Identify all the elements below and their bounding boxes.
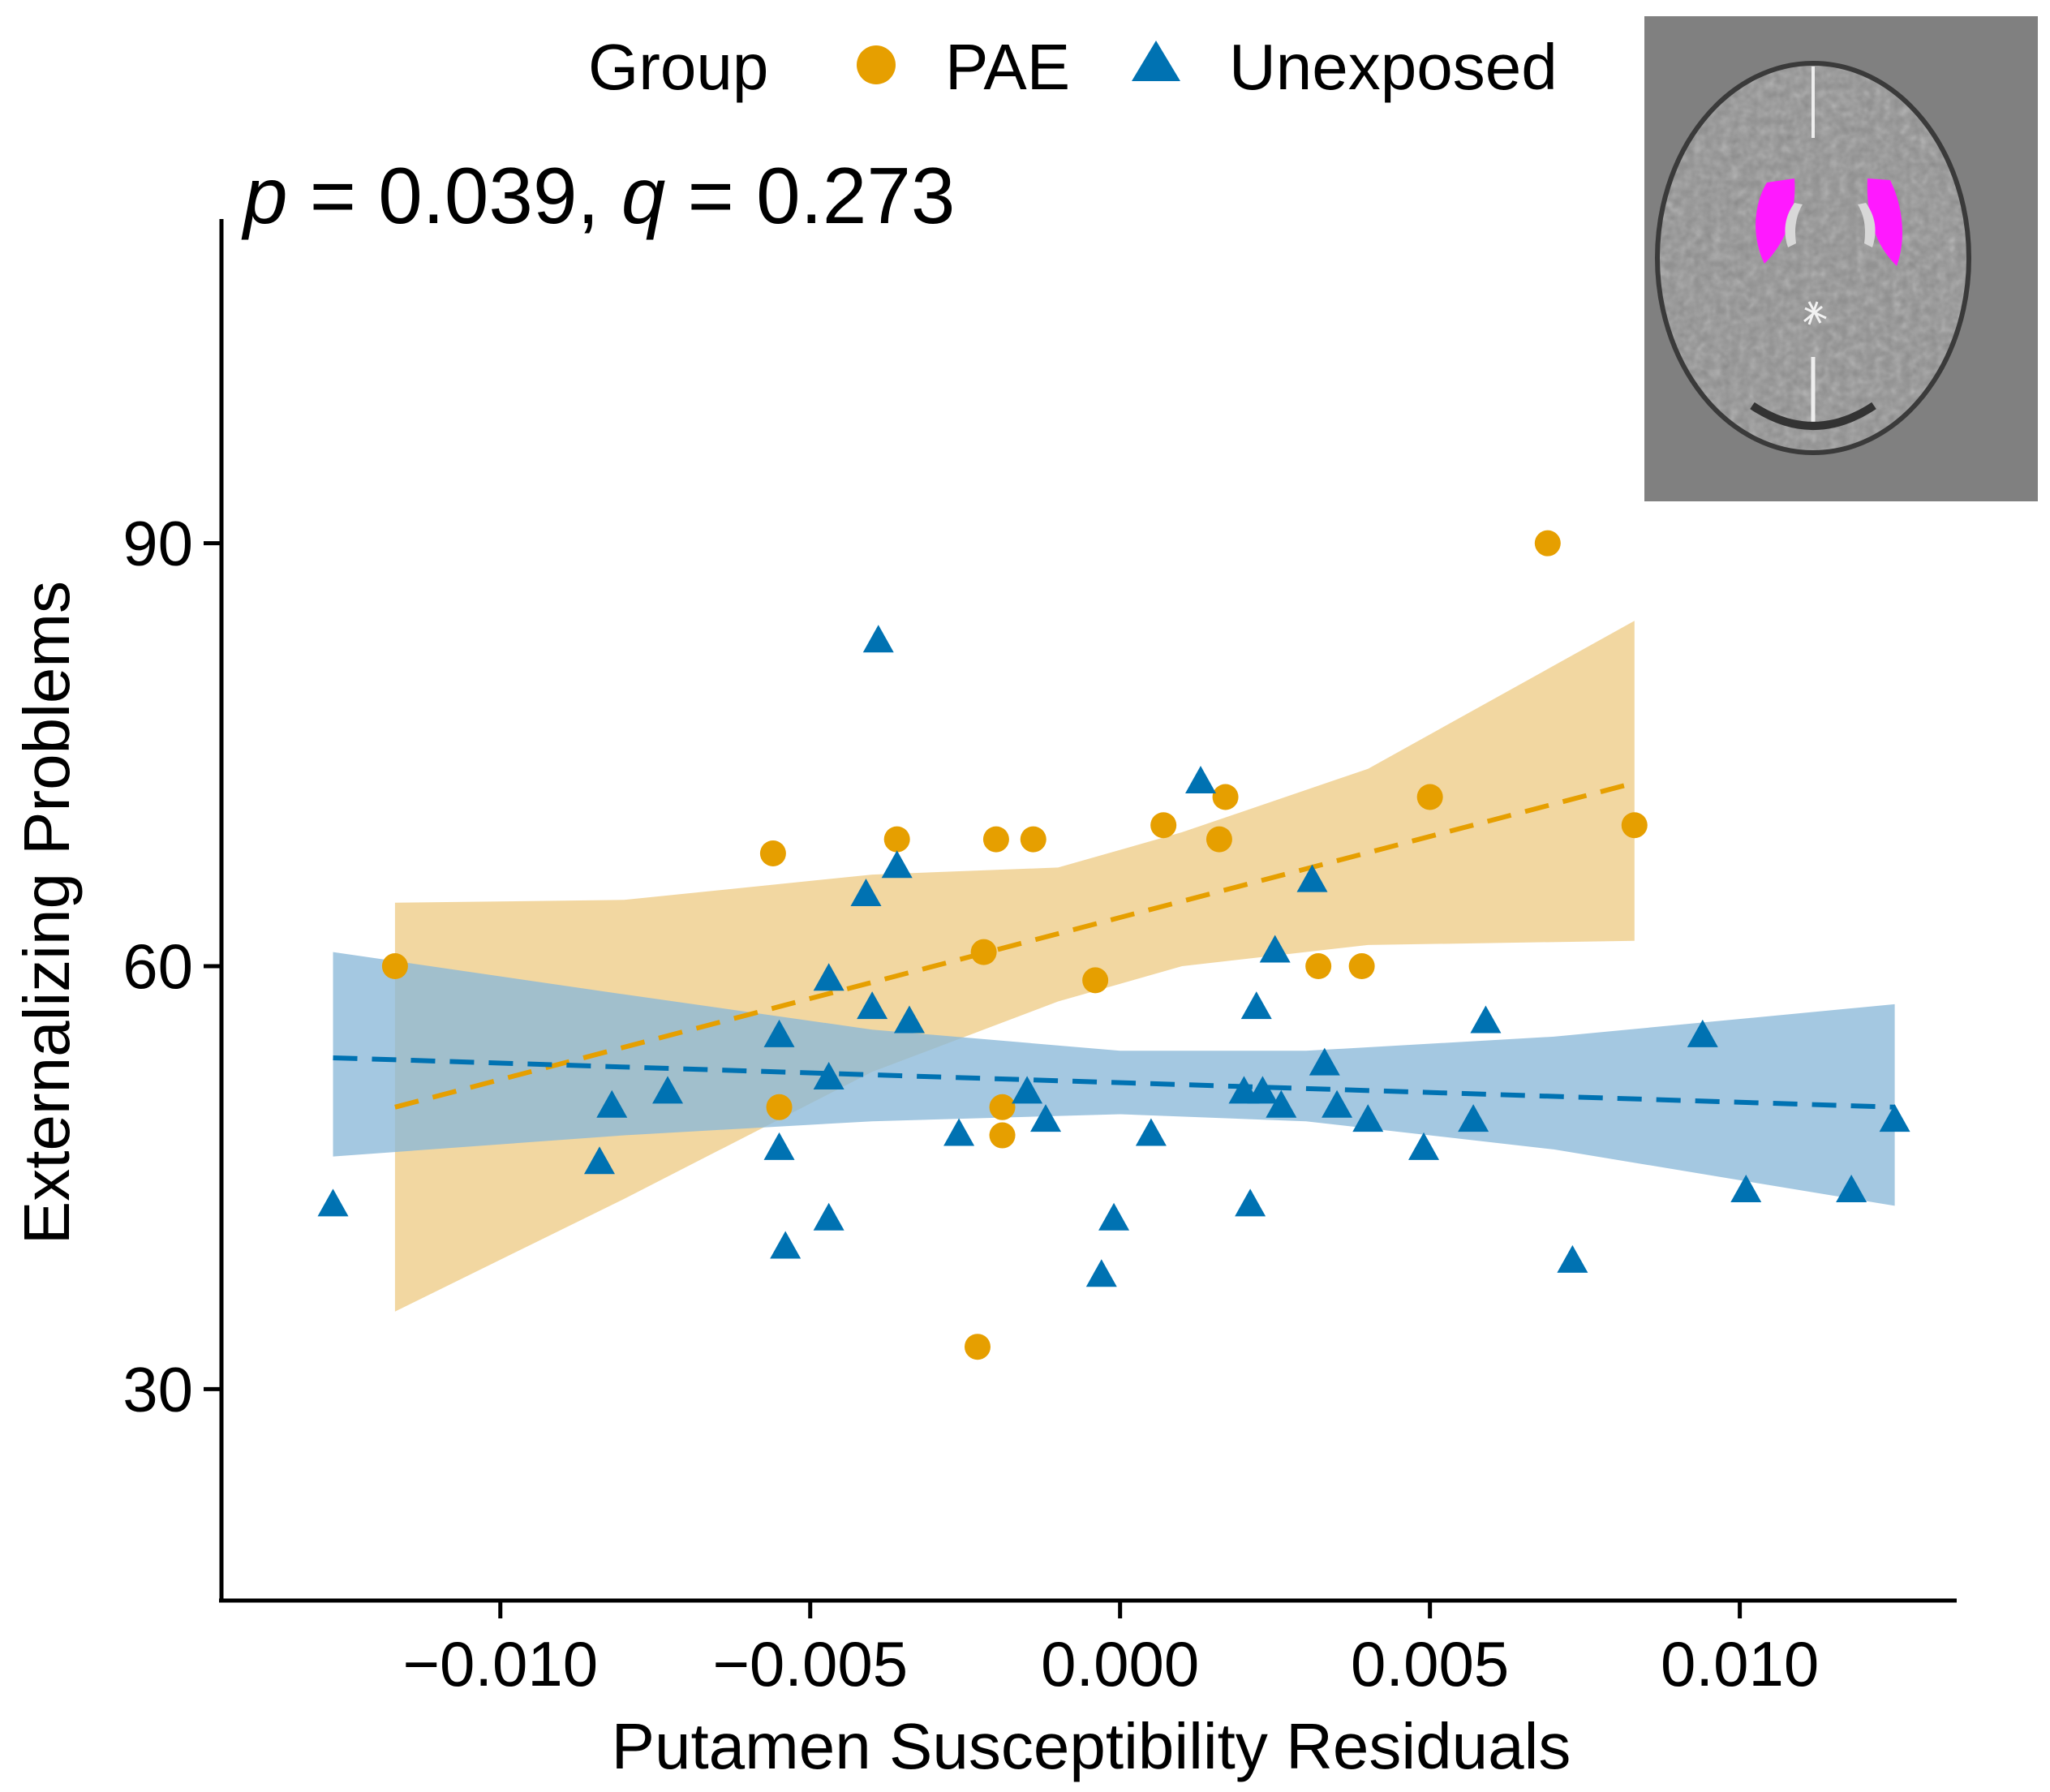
point-unexposed [1687, 1019, 1718, 1047]
point-unexposed [1322, 1089, 1353, 1118]
point-pae [759, 840, 786, 866]
confidence-band-unexposed [333, 952, 1895, 1206]
q-symbol: q [621, 151, 666, 240]
confidence-bands [333, 621, 1895, 1312]
point-unexposed [763, 1019, 795, 1047]
point-unexposed [1240, 991, 1272, 1020]
point-pae [1348, 953, 1375, 980]
x-axis-title: Putamen Susceptibility Residuals [612, 1710, 1571, 1782]
point-pae [1082, 967, 1109, 994]
x-tick-label: −0.010 [402, 1628, 598, 1700]
point-unexposed [1185, 766, 1217, 794]
point-pae [970, 939, 997, 965]
point-unexposed [1247, 1076, 1279, 1104]
fit-line-pae [394, 780, 1635, 1110]
point-unexposed [1012, 1076, 1043, 1104]
point-unexposed [1030, 1104, 1062, 1132]
x-tick-label: 0.000 [1041, 1628, 1199, 1700]
y-axis-ticks: 30 60 90 [122, 508, 221, 1425]
legend: Group PAE Unexposed [588, 31, 1558, 103]
point-unexposed [893, 1005, 925, 1034]
point-unexposed [1098, 1202, 1130, 1231]
point-unexposed [881, 850, 913, 879]
p-symbol: p [241, 151, 288, 240]
point-unexposed [652, 1076, 684, 1104]
p-value: = 0.039, [288, 151, 621, 240]
point-unexposed [1557, 1244, 1588, 1273]
point-unexposed [1352, 1104, 1384, 1132]
point-pae [1416, 784, 1443, 810]
point-unexposed [1458, 1104, 1489, 1132]
x-tick-label: −0.005 [712, 1628, 908, 1700]
point-pae [883, 826, 910, 853]
point-unexposed [770, 1231, 802, 1259]
fit-line-unexposed [333, 1055, 1895, 1110]
point-unexposed [1085, 1259, 1117, 1287]
brain-mri-inset [1644, 16, 2038, 501]
x-tick-label: 0.005 [1351, 1628, 1509, 1700]
legend-unexposed-label: Unexposed [1229, 31, 1558, 103]
point-unexposed [850, 879, 882, 907]
point-unexposed [1836, 1174, 1867, 1202]
x-tick-label: 0.010 [1661, 1628, 1819, 1700]
point-unexposed [583, 1146, 615, 1175]
point-unexposed [813, 1061, 844, 1089]
point-pae [766, 1094, 793, 1120]
stats-annotation: p = 0.039, q = 0.273 [241, 151, 955, 240]
point-unexposed [1259, 935, 1291, 963]
legend-pae-label: PAE [945, 31, 1070, 103]
y-tick-label: 90 [122, 508, 193, 579]
y-tick-label: 30 [122, 1353, 193, 1425]
point-pae [989, 1122, 1016, 1149]
point-unexposed [1408, 1132, 1440, 1160]
point-unexposed [1266, 1089, 1297, 1118]
point-pae [1305, 953, 1332, 980]
data-points [317, 530, 1910, 1360]
point-unexposed [1309, 1047, 1340, 1076]
confidence-band-pae [394, 621, 1635, 1312]
point-unexposed [1296, 864, 1328, 892]
putamen-left [1756, 178, 1795, 264]
point-unexposed [1235, 1188, 1266, 1217]
point-unexposed [813, 963, 844, 991]
point-pae [1621, 812, 1648, 839]
putamen-right [1867, 178, 1902, 266]
point-unexposed [943, 1118, 975, 1146]
point-pae [1020, 826, 1046, 853]
legend-title: Group [588, 31, 768, 103]
point-unexposed [596, 1089, 628, 1118]
legend-unexposed-marker [1132, 41, 1180, 81]
point-pae [964, 1334, 991, 1360]
point-unexposed [1879, 1104, 1910, 1132]
y-axis-title: Externalizing Problems [11, 581, 83, 1244]
point-pae [1206, 826, 1232, 853]
legend-pae-marker [857, 45, 896, 84]
point-pae [1534, 530, 1561, 557]
point-unexposed [862, 625, 894, 653]
point-pae [982, 826, 1009, 853]
point-unexposed [317, 1188, 349, 1217]
point-pae [381, 953, 408, 980]
fit-lines [333, 780, 1895, 1110]
point-unexposed [857, 991, 888, 1020]
point-pae [1212, 784, 1239, 810]
x-axis-ticks: −0.010 −0.005 0.000 0.005 0.010 [402, 1601, 1819, 1700]
point-pae [1150, 812, 1177, 839]
point-unexposed [763, 1132, 795, 1160]
point-unexposed [813, 1202, 844, 1231]
point-unexposed [1470, 1005, 1502, 1034]
y-tick-label: 60 [122, 930, 193, 1002]
q-value: = 0.273 [665, 151, 955, 240]
point-pae [989, 1094, 1016, 1120]
point-unexposed [1135, 1118, 1167, 1146]
point-unexposed [1730, 1174, 1762, 1202]
